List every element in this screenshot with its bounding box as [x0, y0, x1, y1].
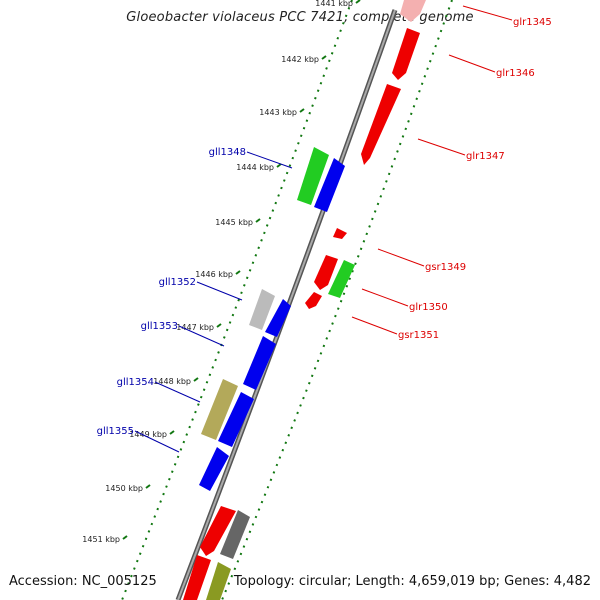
- scale-tick-label: 1441 kbp: [315, 0, 353, 8]
- scale-tick-mark: [122, 535, 128, 540]
- genome-summary: Topology: circular; Length: 4,659,019 bp…: [233, 574, 591, 589]
- gene-label-leader: [377, 248, 425, 267]
- gene-gll1355-blue[interactable]: [199, 447, 229, 491]
- gene-label-leader: [178, 325, 225, 347]
- gene-label-gll1348[interactable]: gll1348: [209, 147, 246, 158]
- gene-label-leader: [462, 5, 513, 21]
- gene-label-gsr1349[interactable]: gsr1349: [425, 262, 466, 273]
- gene-glr1352b[interactable]: [305, 292, 322, 309]
- gene-label-gll1353[interactable]: gll1353: [141, 321, 178, 332]
- gene-gll1348-blue[interactable]: [314, 158, 345, 212]
- scale-tick-label: 1442 kbp: [281, 55, 319, 64]
- gene-gll1353-blue[interactable]: [243, 336, 276, 390]
- gene-label-glr1350[interactable]: glr1350: [409, 302, 448, 313]
- gene-grey-lower[interactable]: [220, 510, 250, 559]
- gene-red-lower-a[interactable]: [200, 506, 236, 556]
- gene-glr1346[interactable]: [392, 28, 420, 80]
- gene-red-lower-b[interactable]: [183, 555, 211, 600]
- gene-glr1347[interactable]: [361, 84, 401, 165]
- gene-label-leader: [246, 151, 293, 169]
- accession-label: Accession: NC_005125: [9, 574, 157, 589]
- inner-dotted-ring: [121, 0, 353, 600]
- gene-label-gll1352[interactable]: gll1352: [159, 277, 196, 288]
- scale-tick-mark: [216, 323, 222, 328]
- scale-tick-label: 1445 kbp: [215, 218, 253, 227]
- gene-gsr1349[interactable]: [333, 228, 347, 239]
- gene-gll1352-grey[interactable]: [249, 289, 275, 330]
- outer-dotted-ring: [221, 0, 453, 600]
- gene-glr1350-green[interactable]: [328, 260, 355, 298]
- scale-tick-mark: [355, 0, 361, 4]
- gene-label-glr1345[interactable]: glr1345: [513, 17, 552, 28]
- scale-tick-label: 1451 kbp: [82, 535, 120, 544]
- scale-tick-mark: [235, 270, 241, 275]
- gene-olive-lower[interactable]: [206, 562, 231, 600]
- scale-tick-mark: [321, 55, 327, 60]
- scale-tick-label: 1448 kbp: [153, 377, 191, 386]
- gene-gll1354-olive[interactable]: [201, 379, 238, 440]
- gene-label-gll1355[interactable]: gll1355: [97, 426, 134, 437]
- gene-label-gll1354[interactable]: gll1354: [117, 377, 154, 388]
- scale-tick-label: 1447 kbp: [176, 323, 214, 332]
- gene-glr1350[interactable]: [314, 255, 338, 290]
- gene-label-leader: [134, 430, 180, 453]
- scale-tick-mark: [299, 108, 305, 113]
- gene-label-leader: [154, 381, 201, 403]
- gene-label-leader: [448, 54, 496, 73]
- gene-label-leader: [196, 281, 243, 301]
- scale-tick-label: 1446 kbp: [195, 270, 233, 279]
- gene-gll1348-green[interactable]: [297, 147, 329, 205]
- scale-tick-label: 1449 kbp: [129, 430, 167, 439]
- gene-label-leader: [361, 288, 409, 307]
- gene-glr1345[interactable]: [400, 0, 426, 22]
- scale-tick-mark: [193, 377, 199, 382]
- gene-label-glr1347[interactable]: glr1347: [466, 151, 505, 162]
- scale-tick-label: 1450 kbp: [105, 484, 143, 493]
- scale-tick-mark: [145, 484, 151, 489]
- gene-label-glr1346[interactable]: glr1346: [496, 68, 535, 79]
- scale-tick-mark: [276, 163, 282, 168]
- scale-tick-label: 1443 kbp: [259, 108, 297, 117]
- scale-tick-label: 1444 kbp: [236, 163, 274, 172]
- scale-tick-mark: [255, 218, 261, 223]
- gene-label-leader: [351, 316, 398, 335]
- map-title: Gloeobacter violaceus PCC 7421, complete…: [126, 10, 474, 25]
- gene-label-leader: [417, 138, 466, 156]
- gene-label-gsr1351[interactable]: gsr1351: [398, 330, 439, 341]
- scale-tick-mark: [169, 430, 175, 435]
- gene-gll1354-blue[interactable]: [218, 392, 254, 447]
- gene-gll1352-blue[interactable]: [265, 299, 291, 337]
